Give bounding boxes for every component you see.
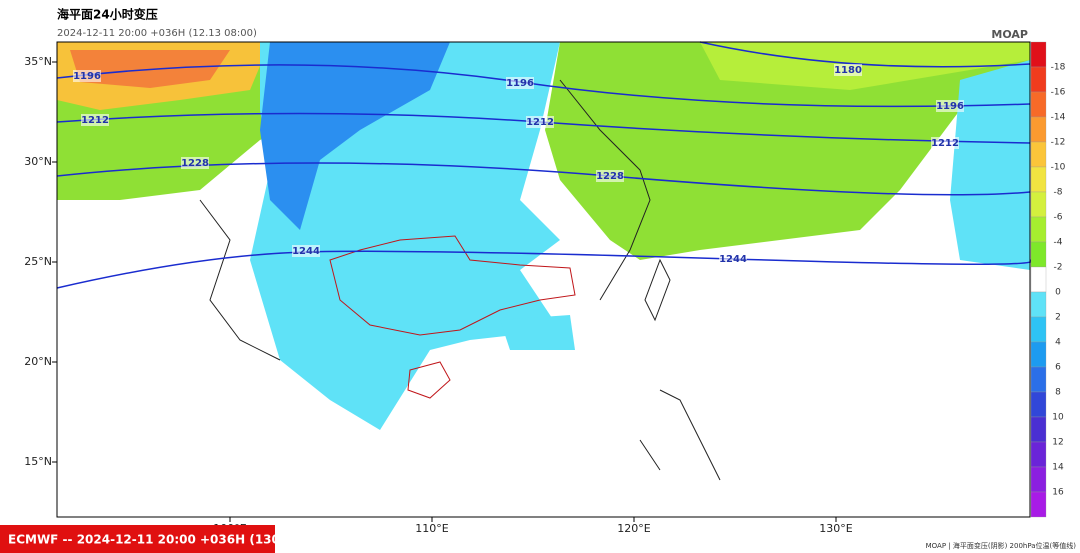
contour-label-bg xyxy=(506,77,534,89)
colorbar-swatch xyxy=(1030,466,1047,493)
footer-box xyxy=(0,525,275,553)
footer-label: ECMWF -- 2024-12-11 20:00 +036H (1308) xyxy=(8,533,294,547)
contour-label: 1212 xyxy=(81,115,109,126)
colorbar-label: -8 xyxy=(1054,188,1063,198)
contour-label: 1212 xyxy=(931,138,959,149)
colorbar-label: 16 xyxy=(1052,488,1064,498)
colorbar-swatch xyxy=(1030,441,1047,468)
map-frame xyxy=(56,41,1031,518)
lon-label: 120°E xyxy=(617,522,650,535)
colorbar-swatch xyxy=(1030,66,1047,93)
contour-label-bg xyxy=(73,70,101,82)
lat-label: 15°N xyxy=(24,455,52,468)
colorbar-swatch xyxy=(1030,316,1047,343)
colorbar-swatch xyxy=(1030,291,1047,318)
colorbar-label: 14 xyxy=(1052,463,1064,473)
title: 海平面24小时变压 xyxy=(57,7,158,22)
colorbar-label: 12 xyxy=(1052,438,1063,448)
colorbar-swatch xyxy=(1030,191,1047,218)
colorbar-label: 10 xyxy=(1052,413,1064,423)
contour-label-bg xyxy=(181,157,209,169)
contour-label-bg xyxy=(526,116,554,128)
contour-label-bg xyxy=(931,137,959,149)
colorbar-label: -2 xyxy=(1054,263,1063,273)
colorbar-swatch xyxy=(1030,141,1047,168)
contour-label-bg xyxy=(936,100,964,112)
contour-label: 1212 xyxy=(526,117,554,128)
lat-label: 35°N xyxy=(24,55,52,68)
lat-label: 25°N xyxy=(24,255,52,268)
colorbar-label: -18 xyxy=(1051,63,1066,73)
colorbar-swatch xyxy=(1030,491,1047,518)
colorbar-swatch xyxy=(1030,241,1047,268)
boundaries xyxy=(199,79,721,481)
colorbar-swatch xyxy=(1030,341,1047,368)
colorbar-label: -14 xyxy=(1051,113,1066,123)
colorbar-swatch xyxy=(1030,216,1047,243)
lon-label: 110°E xyxy=(415,522,448,535)
subtitle: 2024-12-11 20:00 +036H (12.13 08:00) xyxy=(57,28,257,39)
contour-label: 1228 xyxy=(181,158,209,169)
contour-label-bg xyxy=(292,245,320,257)
colorbar-label: 2 xyxy=(1055,313,1061,323)
lat-label: 20°N xyxy=(24,355,52,368)
colorbar-label: 6 xyxy=(1055,363,1061,373)
lon-label: 130°E xyxy=(819,522,852,535)
colorbar-label: -16 xyxy=(1051,88,1066,98)
colorbar-label: 0 xyxy=(1055,288,1061,298)
contour-label: 1244 xyxy=(719,254,747,265)
contour-label: 1244 xyxy=(292,246,320,257)
colorbar-swatch xyxy=(1030,91,1047,118)
contour-label: 1180 xyxy=(834,65,862,76)
colorbar-label: -12 xyxy=(1051,138,1066,148)
colorbar-label: 8 xyxy=(1055,388,1061,398)
footer-note: MOAP | 海平面变压(阴影) 200hPa位温(等值线) xyxy=(926,541,1077,550)
colorbar-swatch xyxy=(1030,416,1047,443)
contour-label-bg xyxy=(596,170,624,182)
colorbar-swatch xyxy=(1030,266,1047,293)
lat-label: 30°N xyxy=(24,155,52,168)
contour-label: 1196 xyxy=(506,78,534,89)
colorbar-label: -6 xyxy=(1054,213,1063,223)
brand: MOAP xyxy=(991,28,1028,41)
colorbar-label: -4 xyxy=(1054,238,1063,248)
contour-label-bg xyxy=(81,114,109,126)
colorbar-swatch xyxy=(1030,41,1047,68)
contour-label-bg xyxy=(834,64,862,76)
map-shading xyxy=(57,42,1030,517)
contour-label: 1196 xyxy=(936,101,964,112)
colorbar-swatch xyxy=(1030,116,1047,143)
contour-label: 1196 xyxy=(73,71,101,82)
contour-label: 1228 xyxy=(596,171,624,182)
colorbar-swatch xyxy=(1030,366,1047,393)
colorbar-swatch xyxy=(1030,166,1047,193)
colorbar-label: -10 xyxy=(1051,163,1066,173)
colorbar-label: 4 xyxy=(1055,338,1061,348)
colorbar-swatch xyxy=(1030,391,1047,418)
contour-label-bg xyxy=(719,253,747,265)
